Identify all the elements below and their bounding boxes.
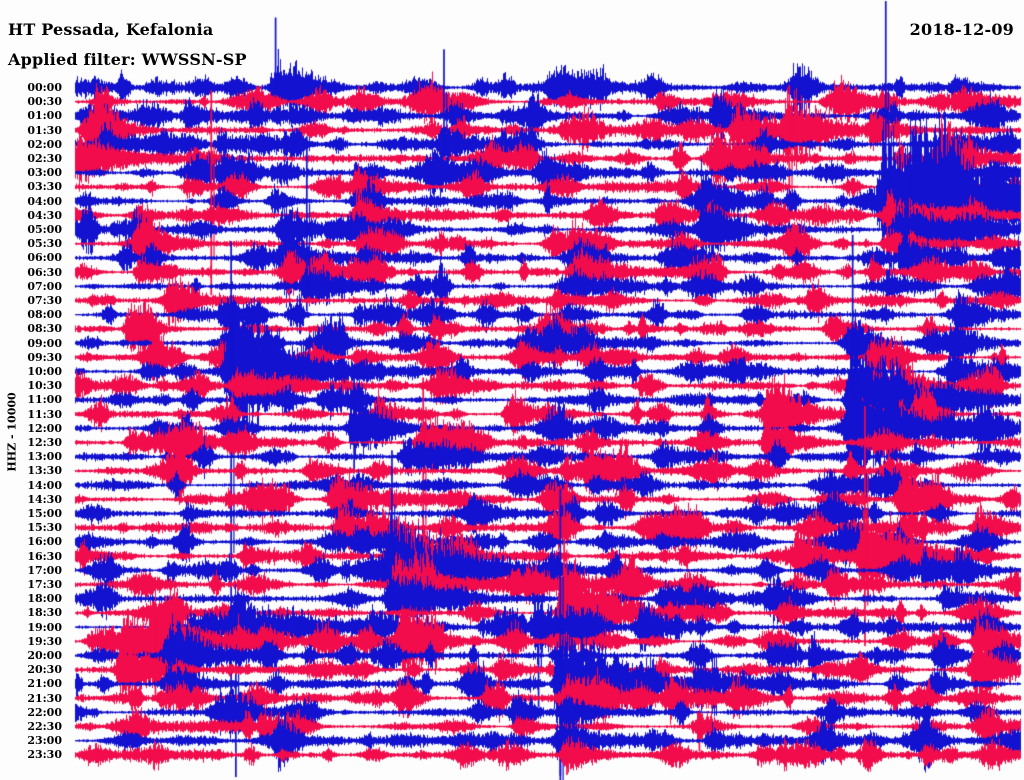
time-tick-label: 04:00 (27, 194, 62, 208)
time-tick-label: 14:30 (27, 492, 62, 506)
time-tick-label: 15:00 (27, 507, 62, 520)
time-tick-label: 09:30 (27, 350, 62, 364)
time-tick-label: 00:30 (27, 95, 62, 109)
time-tick-label: 15:30 (27, 521, 62, 535)
time-tick-label: 08:30 (27, 322, 62, 336)
time-tick-label: 08:00 (27, 308, 62, 322)
applied-filter-label: Applied filter: WWSSN-SP (8, 50, 247, 69)
time-tick-label: 20:30 (27, 663, 62, 677)
station-title: HT Pessada, Kefalonia (8, 20, 214, 39)
time-tick-label: 07:00 (27, 279, 62, 293)
time-tick-label: 00:00 (27, 81, 62, 94)
time-tick-label: 17:00 (27, 563, 62, 577)
time-tick-label: 05:30 (27, 237, 62, 251)
time-tick-label: 09:00 (27, 336, 62, 350)
time-tick-label: 11:30 (27, 407, 62, 421)
time-tick-label: 19:30 (27, 634, 62, 648)
time-tick-label: 02:00 (27, 137, 62, 151)
time-tick-label: 05:00 (27, 223, 62, 236)
time-tick-label: 03:00 (27, 166, 62, 180)
time-tick-label: 03:30 (27, 180, 62, 194)
time-tick-label: 06:30 (27, 265, 62, 279)
time-tick-label: 19:00 (27, 620, 62, 634)
date-label: 2018-12-09 (909, 20, 1014, 39)
time-tick-label: 01:00 (27, 109, 62, 123)
time-tick-label: 16:00 (27, 535, 62, 549)
time-tick-label: 23:00 (27, 734, 62, 748)
time-tick-label: 07:30 (27, 294, 62, 307)
time-tick-label: 20:00 (27, 649, 62, 662)
time-tick-label: 23:30 (27, 748, 62, 762)
time-tick-label: 13:30 (27, 464, 62, 478)
time-tick-label: 14:00 (27, 478, 62, 492)
time-tick-label: 18:30 (27, 606, 62, 620)
time-tick-label: 12:00 (27, 421, 62, 435)
time-tick-label: 17:30 (27, 578, 62, 591)
time-tick-label: 10:30 (27, 379, 62, 393)
time-tick-label: 13:00 (27, 450, 62, 464)
time-tick-label: 22:00 (27, 705, 62, 719)
time-tick-label: 12:30 (27, 436, 62, 449)
time-tick-label: 04:30 (27, 208, 62, 222)
time-tick-label: 06:00 (27, 251, 62, 265)
time-tick-label: 16:30 (27, 549, 62, 563)
time-tick-label: 21:30 (27, 691, 62, 705)
time-tick-label: 11:00 (27, 393, 62, 407)
time-tick-label: 02:30 (27, 152, 62, 165)
time-tick-label: 22:30 (27, 720, 62, 733)
time-tick-label: 21:00 (27, 677, 62, 691)
time-tick-label: 01:30 (27, 123, 62, 137)
time-tick-label: 10:00 (27, 365, 62, 378)
time-tick-label: 18:00 (27, 592, 62, 606)
